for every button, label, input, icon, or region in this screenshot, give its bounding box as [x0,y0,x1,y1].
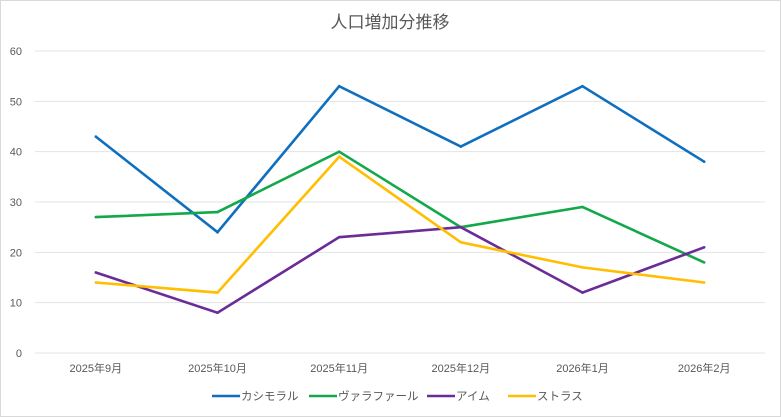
data-point [581,291,584,294]
y-tick-label: 20 [10,247,22,259]
legend-label: ストラス [537,389,583,403]
y-tick-label: 50 [10,96,22,108]
data-point [216,311,219,315]
legend-item[interactable]: アイム [427,389,490,403]
x-tick-label: 2026年2月 [678,361,731,375]
x-axis-ticks: 2025年9月 2025年10月 2025年11月 2025年12月 2026年1月 20… [70,361,731,375]
data-point [581,266,584,269]
data-point [216,210,219,214]
data-point [459,145,463,148]
data-point [94,215,98,219]
data-point [337,235,341,239]
x-tick-label: 2026年1月 [556,361,609,375]
series-line-1 [94,84,705,235]
y-axis-ticks: 0 10 20 30 40 50 60 [10,46,22,360]
data-point [216,230,219,234]
legend-label: カシモラル [241,389,299,403]
chart-title: 人口増加分推移 [331,13,450,33]
legend-item[interactable]: ストラス [508,389,583,403]
legend: カシモラル ヴァラファール アイム ストラス [212,389,583,403]
x-tick-label: 2025年11月 [310,361,368,375]
data-point [337,84,341,88]
legend-label: アイム [456,389,490,403]
data-point [581,84,584,88]
data-point [337,155,341,158]
data-point [702,261,706,264]
data-point [581,205,584,209]
data-point [337,150,341,153]
series-line-3 [95,225,705,315]
y-tick-label: 0 [16,348,22,360]
series-lines [94,84,706,315]
gridlines [35,50,765,354]
y-tick-label: 60 [10,46,22,58]
data-point [94,281,98,284]
data-point [459,225,463,229]
y-tick-label: 30 [10,197,22,209]
y-tick-label: 40 [10,147,22,159]
x-tick-label: 2025年10月 [188,361,247,375]
data-point [702,246,706,249]
data-point [702,160,706,164]
data-point [459,240,463,244]
legend-item[interactable]: カシモラル [212,389,299,403]
legend-item[interactable]: ヴァラファール [309,389,419,403]
x-tick-label: 2025年12月 [431,361,490,375]
data-point [94,135,98,138]
series-line-4 [95,154,705,294]
data-point [702,281,706,284]
y-tick-label: 10 [10,298,22,310]
series-line-2 [95,150,705,264]
data-point [216,291,219,294]
x-tick-label: 2025年9月 [70,361,123,375]
legend-label: ヴァラファール [338,389,419,403]
data-point [94,271,98,274]
